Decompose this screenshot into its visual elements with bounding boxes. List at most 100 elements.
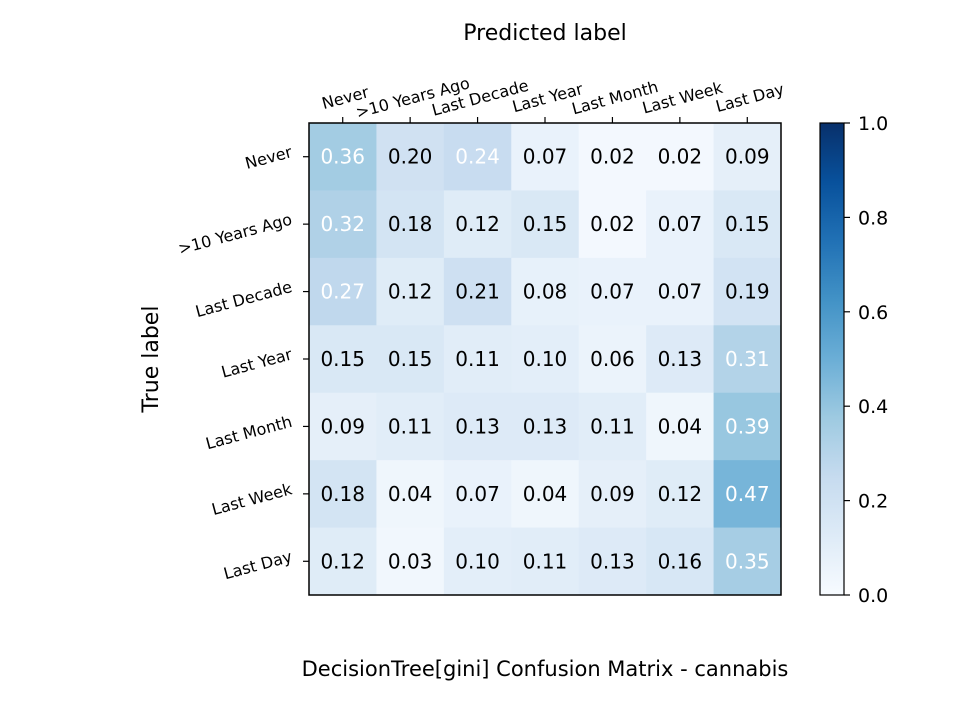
heatmap-cell	[713, 123, 782, 191]
heatmap-cell	[511, 527, 580, 596]
heatmap-cell	[713, 460, 782, 529]
cell-value-label: 0.09	[725, 145, 770, 169]
y-tick-label: Last Week	[210, 479, 295, 519]
heatmap-cell	[646, 123, 715, 191]
cell-value-label: 0.04	[658, 414, 703, 438]
heatmap-cell	[578, 190, 647, 259]
heatmap-cell	[713, 527, 782, 596]
heatmap-cell	[578, 257, 647, 326]
cell-value-label: 0.07	[590, 280, 635, 304]
heatmap-cell	[376, 460, 445, 529]
heatmap-cell	[376, 190, 445, 259]
cell-value-label: 0.12	[388, 280, 433, 304]
heatmap-cell	[309, 460, 377, 529]
heatmap-cell	[443, 123, 512, 191]
cell-value-label: 0.32	[320, 212, 365, 236]
cell-value-label: 0.02	[590, 212, 635, 236]
y-axis-label: True label	[139, 306, 164, 414]
cell-value-label: 0.13	[455, 414, 500, 438]
colorbar-tick-label: 0.0	[858, 585, 888, 607]
cell-value-label: 0.07	[658, 280, 703, 304]
cell-value-label: 0.47	[725, 482, 770, 506]
chart-title: DecisionTree[gini] Confusion Matrix - ca…	[302, 657, 789, 681]
cell-value-label: 0.27	[320, 280, 365, 304]
cell-value-label: 0.02	[658, 145, 703, 169]
heatmap-cell	[443, 190, 512, 259]
heatmap-cell	[578, 325, 647, 394]
cell-value-label: 0.11	[455, 347, 500, 371]
cell-value-label: 0.19	[725, 280, 770, 304]
cell-value-label: 0.11	[523, 549, 568, 573]
heatmap-cell	[309, 257, 377, 326]
cell-value-label: 0.11	[388, 414, 433, 438]
cell-value-label: 0.18	[388, 212, 433, 236]
heatmap-frame	[308, 122, 782, 596]
heatmap-cell	[713, 325, 782, 394]
heatmap-cell	[646, 325, 715, 394]
cell-value-label: 0.07	[523, 145, 568, 169]
cell-value-label: 0.10	[455, 549, 500, 573]
colorbar-tick-label: 1.0	[858, 113, 888, 135]
heatmap-cell	[443, 325, 512, 394]
heatmap-cell	[646, 460, 715, 529]
heatmap-cell	[646, 190, 715, 259]
heatmap-cells	[309, 123, 782, 596]
y-tick-label: Last Decade	[193, 277, 294, 321]
y-tick-label: Last Month	[204, 412, 294, 453]
y-tick-labels: Never >10 Years Ago Last Decade Last Year La…	[176, 142, 309, 583]
colorbar	[819, 122, 845, 596]
cell-value-label: 0.12	[320, 549, 365, 573]
cell-value-label: 0.07	[658, 212, 703, 236]
heatmap-cell	[376, 392, 445, 461]
y-tick-label: Last Day	[221, 547, 294, 583]
cell-value-label: 0.04	[388, 482, 433, 506]
cell-value-label: 0.13	[523, 414, 568, 438]
x-tick-label: Last Day	[714, 79, 787, 115]
cell-value-label: 0.07	[455, 482, 500, 506]
heatmap-cell	[511, 460, 580, 529]
cell-value-label: 0.15	[725, 212, 770, 236]
heatmap-cell	[309, 527, 377, 596]
heatmap-cell	[511, 325, 580, 394]
cell-value-label: 0.12	[455, 212, 500, 236]
heatmap-cell	[511, 392, 580, 461]
y-tick-label: Never	[243, 142, 294, 173]
cell-value-label: 0.03	[388, 549, 433, 573]
heatmap-cell	[309, 190, 377, 259]
heatmap-cell	[443, 392, 512, 461]
heatmap-cell	[578, 123, 647, 191]
heatmap-cell	[646, 392, 715, 461]
cell-value-label: 0.09	[590, 482, 635, 506]
y-tick-label: >10 Years Ago	[176, 210, 294, 259]
heatmap-cell	[646, 527, 715, 596]
y-tick-label: Last Year	[219, 344, 294, 381]
heatmap-cell	[376, 527, 445, 596]
colorbar-ticks: 0.0 0.2 0.4 0.6 0.8 1.0	[844, 113, 888, 607]
heatmap-cell	[713, 257, 782, 326]
colorbar-tick-label: 0.4	[858, 396, 888, 418]
cell-value-label: 0.15	[320, 347, 365, 371]
heatmap-cell	[511, 190, 580, 259]
cell-value-label: 0.24	[455, 145, 500, 169]
heatmap-cell	[578, 392, 647, 461]
heatmap-cell	[443, 527, 512, 596]
cell-value-label: 0.18	[320, 482, 365, 506]
cell-value-label: 0.21	[455, 280, 500, 304]
cell-value-label: 0.15	[388, 347, 433, 371]
heatmap-cell	[578, 527, 647, 596]
heatmap-cell	[376, 257, 445, 326]
heatmap-cell	[713, 392, 782, 461]
heatmap-cell	[713, 190, 782, 259]
cell-value-label: 0.13	[658, 347, 703, 371]
cell-value-label: 0.09	[320, 414, 365, 438]
cell-value-label: 0.12	[658, 482, 703, 506]
cell-value-label: 0.02	[590, 145, 635, 169]
cell-value-label: 0.20	[388, 145, 433, 169]
heatmap-cell	[376, 325, 445, 394]
heatmap-cell	[376, 123, 445, 191]
heatmap-cell	[443, 460, 512, 529]
cell-value-label: 0.35	[725, 549, 770, 573]
cell-value-label: 0.08	[523, 280, 568, 304]
